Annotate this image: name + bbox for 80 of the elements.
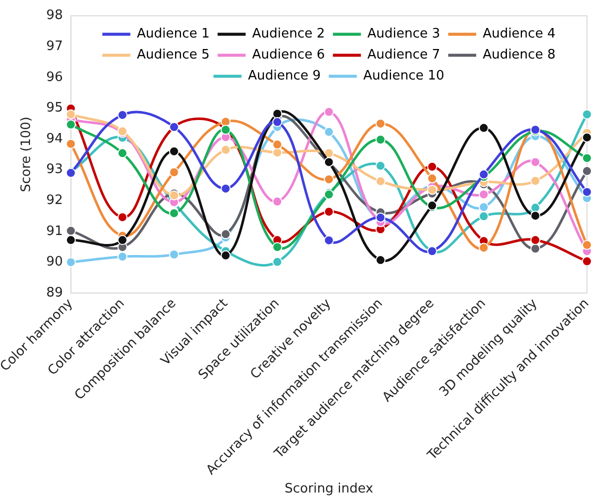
point — [324, 126, 334, 137]
y-axis-title: Score (100) — [18, 116, 34, 192]
point — [427, 184, 438, 195]
y-tick-label: 90 — [46, 254, 63, 270]
point — [582, 256, 592, 266]
point — [324, 106, 334, 117]
point — [117, 252, 128, 262]
point — [272, 140, 282, 150]
y-tick-label: 94 — [46, 131, 63, 146]
point — [66, 120, 76, 130]
point — [478, 242, 489, 253]
point — [220, 184, 231, 194]
legend-label: Audience 1 — [136, 26, 210, 42]
point — [582, 240, 592, 250]
point — [582, 109, 592, 120]
point — [272, 117, 282, 128]
point — [582, 153, 592, 164]
point — [478, 169, 489, 180]
point — [376, 212, 386, 223]
point — [582, 166, 592, 176]
y-tick-label: 96 — [46, 70, 63, 85]
legend-label: Audience 7 — [367, 48, 440, 63]
point — [530, 202, 540, 213]
point — [582, 132, 592, 142]
point — [169, 250, 180, 260]
point — [117, 110, 128, 120]
point — [272, 108, 282, 119]
point — [530, 235, 540, 246]
point — [530, 157, 540, 168]
point — [478, 122, 489, 133]
point — [427, 173, 438, 184]
point — [117, 148, 128, 158]
legend-label: Audience 3 — [367, 26, 440, 42]
point — [427, 162, 438, 172]
point — [376, 160, 386, 171]
legend-label: Audience 6 — [252, 48, 325, 63]
point — [220, 229, 231, 240]
y-tick-label: 95 — [46, 100, 63, 116]
point — [478, 189, 489, 200]
point — [478, 211, 489, 222]
y-tick-label: 89 — [46, 285, 63, 300]
point — [478, 202, 489, 212]
legend-label: Audience 9 — [248, 68, 321, 84]
x-axis-title: Scoring index — [284, 482, 374, 497]
point — [530, 244, 540, 254]
point — [530, 176, 540, 186]
point — [220, 250, 231, 260]
point — [117, 235, 128, 246]
point — [376, 134, 386, 145]
point — [66, 138, 76, 149]
legend-label: Audience 4 — [482, 26, 556, 42]
y-tick-label: 93 — [46, 162, 63, 178]
y-tick-label: 92 — [46, 192, 63, 208]
point — [220, 144, 231, 155]
legend-label: Audience 10 — [363, 68, 444, 84]
point — [582, 186, 592, 197]
y-tick-label: 97 — [46, 38, 63, 54]
y-tick-label: 98 — [46, 8, 63, 24]
point — [272, 196, 282, 207]
point — [117, 212, 128, 222]
point — [66, 235, 76, 246]
point — [324, 206, 334, 217]
point — [376, 176, 386, 186]
point — [66, 109, 76, 120]
point — [324, 174, 334, 184]
legend-label: Audience 5 — [136, 48, 210, 63]
y-tick-label: 91 — [46, 224, 63, 239]
legend-label: Audience 8 — [482, 48, 556, 63]
point — [376, 255, 386, 266]
legend-label: Audience 2 — [252, 26, 325, 42]
point — [66, 257, 76, 268]
point — [169, 208, 180, 218]
point — [530, 210, 540, 221]
point — [272, 242, 282, 252]
point — [169, 167, 180, 178]
point — [66, 226, 76, 236]
point — [376, 118, 386, 129]
point — [324, 235, 334, 246]
point — [272, 256, 282, 267]
point — [169, 146, 180, 156]
